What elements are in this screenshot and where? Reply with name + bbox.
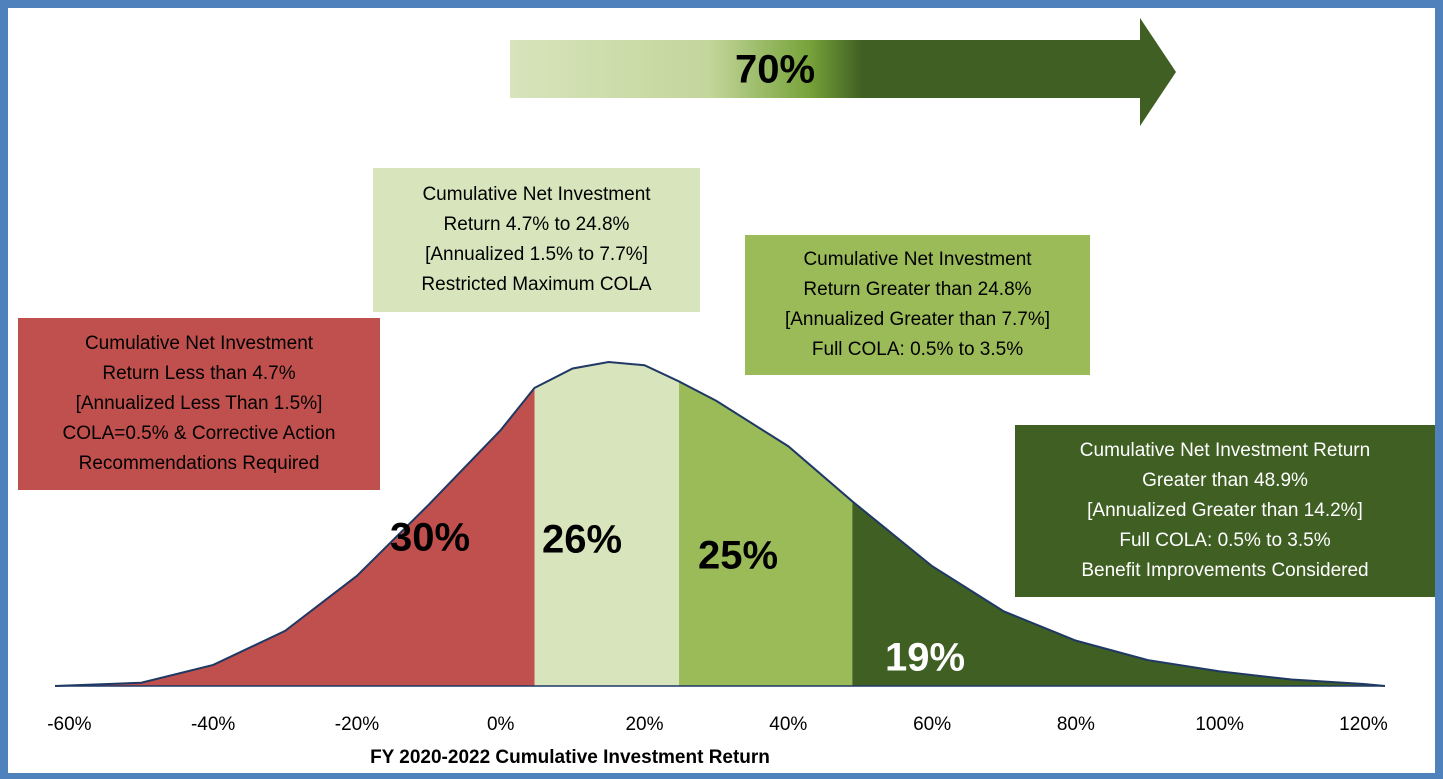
x-tick-label: 20% [625, 714, 663, 735]
x-tick-label: 80% [1057, 714, 1095, 735]
x-tick-label: 60% [913, 714, 951, 735]
share-label: 30% [390, 516, 470, 560]
annotation-line: [Annualized Greater than 7.7%] [785, 309, 1050, 330]
x-tick-label: 0% [487, 714, 515, 735]
annotation-line: [Annualized Less Than 1.5%] [76, 393, 323, 414]
share-label: 19% [885, 636, 965, 680]
arrow [510, 18, 1176, 126]
annotation-line: Cumulative Net Investment [422, 184, 651, 205]
annotation-line: Recommendations Required [79, 453, 320, 474]
annotation-line: [Annualized 1.5% to 7.7%] [425, 244, 648, 265]
share-label: 26% [542, 518, 622, 562]
x-axis-title: FY 2020-2022 Cumulative Investment Retur… [370, 747, 770, 768]
region [679, 381, 853, 686]
annotation-line: Full COLA: 0.5% to 3.5% [1119, 530, 1330, 551]
x-tick-label: -40% [191, 714, 235, 735]
annotation-box [1015, 425, 1435, 597]
annotation-line: Full COLA: 0.5% to 3.5% [812, 339, 1023, 360]
share-label: 25% [698, 534, 778, 578]
x-tick-label: -20% [335, 714, 379, 735]
annotation-line: Return Greater than 24.8% [803, 279, 1031, 300]
annotation-line: COLA=0.5% & Corrective Action [63, 423, 336, 444]
annotation-box [373, 168, 700, 312]
x-tick-label: 100% [1195, 714, 1244, 735]
annotation-line: [Annualized Greater than 14.2%] [1087, 500, 1363, 521]
x-tick-label: 120% [1339, 714, 1388, 735]
region [55, 387, 535, 686]
annotation-line: Return Less than 4.7% [102, 363, 295, 384]
density-curve [54, 360, 1386, 687]
annotation-box [745, 235, 1090, 375]
annotation-line: Cumulative Net Investment [803, 249, 1032, 270]
annotation-line: Greater than 48.9% [1142, 470, 1308, 491]
x-tick-label: 40% [769, 714, 807, 735]
annotation-line: Cumulative Net Investment Return [1080, 440, 1370, 461]
region [534, 362, 680, 686]
arrow-label: 70% [735, 48, 815, 92]
annotation-box [18, 318, 380, 490]
x-tick-label: -60% [47, 714, 91, 735]
annotation-line: Return 4.7% to 24.8% [444, 214, 630, 235]
annotation-line: Restricted Maximum COLA [421, 274, 651, 295]
annotation-line: Benefit Improvements Considered [1081, 560, 1368, 581]
annotation-line: Cumulative Net Investment [85, 333, 314, 354]
region [852, 501, 1385, 686]
